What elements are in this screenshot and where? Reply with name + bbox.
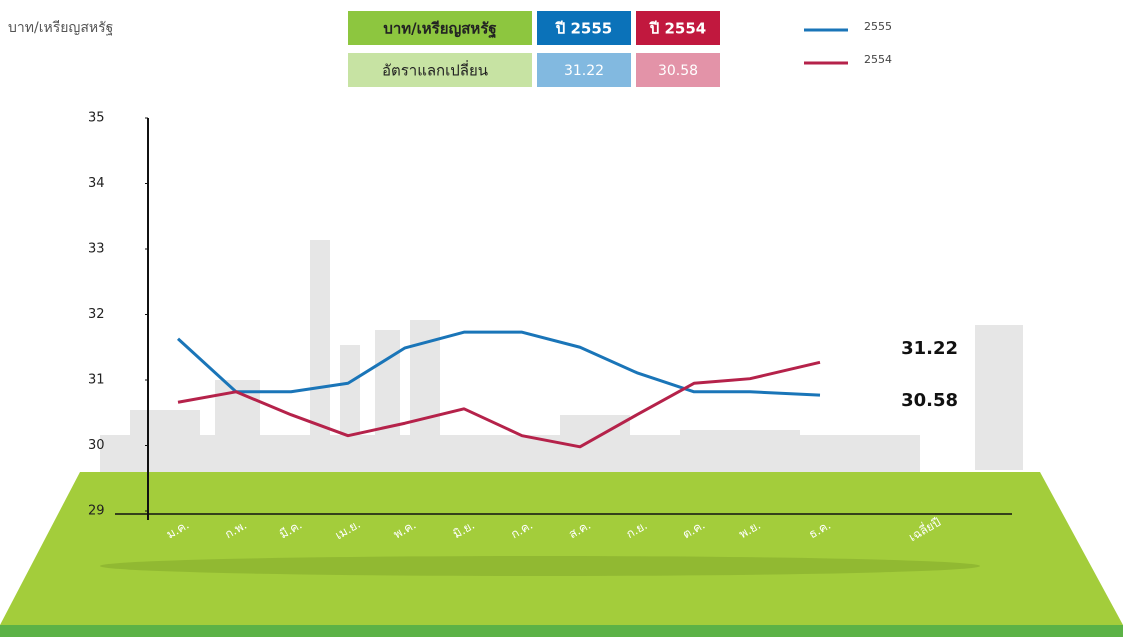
table-header: บาท/เหรียญสหรัฐ: [383, 20, 496, 39]
line-series: [178, 332, 820, 395]
table-value: 31.22: [564, 63, 604, 79]
average-label: 30.58: [901, 390, 958, 411]
y-tick-label: 32: [88, 307, 105, 322]
legend-label: 2554: [864, 53, 892, 66]
y-axis-label: บาท/เหรียญสหรัฐ: [8, 20, 113, 36]
table-header: ปี 2555: [555, 20, 612, 38]
average-label: 31.22: [901, 338, 958, 359]
ground-edge: [0, 625, 1123, 637]
y-tick-label: 30: [88, 438, 105, 453]
shadow: [100, 556, 980, 576]
background: [100, 240, 1023, 475]
y-tick-label: 35: [88, 111, 105, 126]
y-tick-label: 29: [88, 504, 105, 519]
table-header: ปี 2554: [649, 20, 706, 38]
ground: [0, 472, 1123, 625]
y-tick-label: 31: [88, 373, 105, 388]
chart: บาท/เหรียญสหรัฐ บาท/เหรียญสหรัฐ ปี 2555 …: [0, 0, 1123, 637]
y-tick-label: 34: [88, 176, 105, 191]
legend-label: 2555: [864, 20, 892, 33]
y-tick-label: 33: [88, 242, 105, 257]
table-row-label: อัตราแลกเปลี่ยน: [382, 60, 488, 80]
table-value: 30.58: [658, 63, 698, 79]
